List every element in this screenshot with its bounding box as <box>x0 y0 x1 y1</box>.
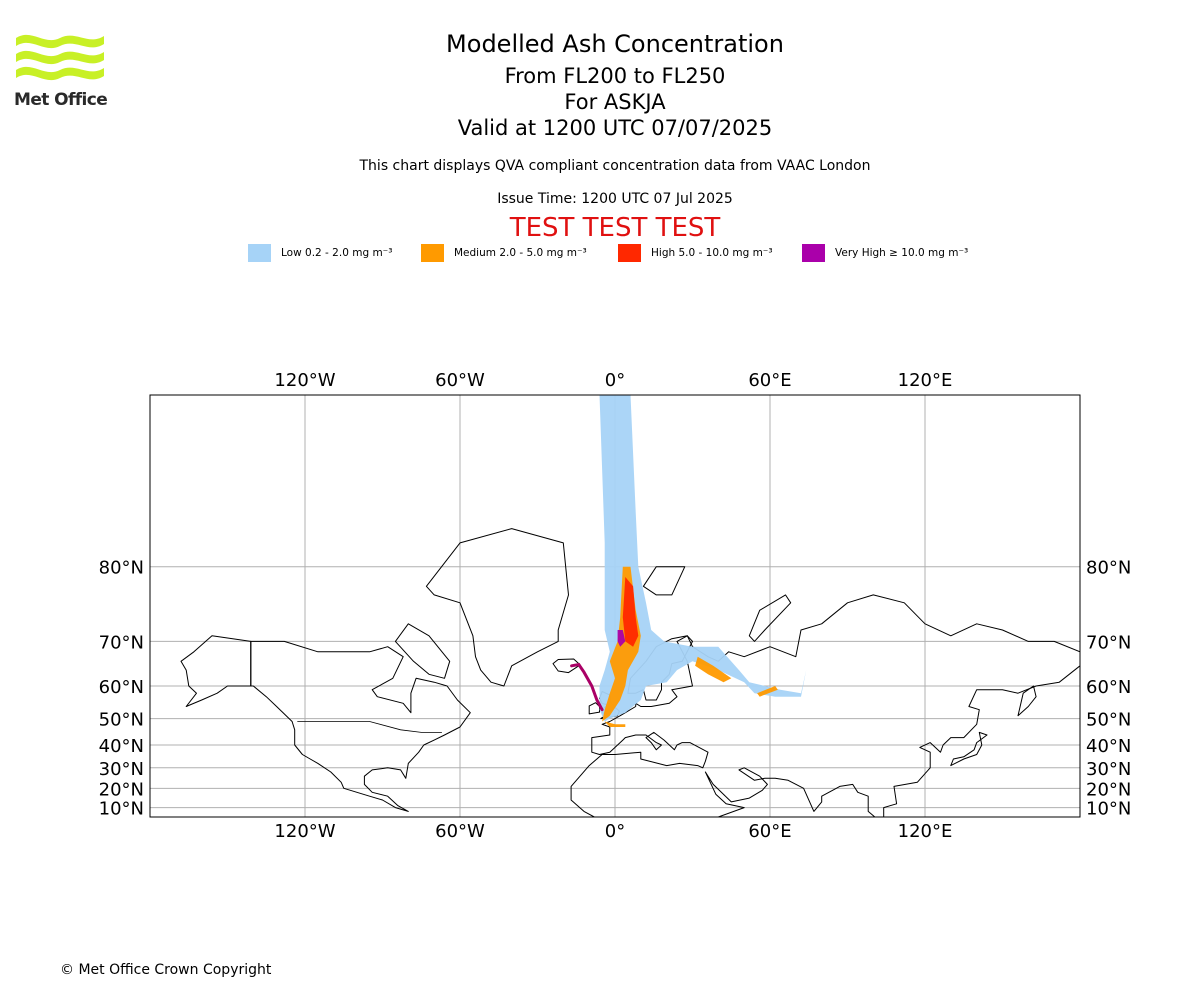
lat-label-right-7: 80°N <box>1086 558 1131 579</box>
coastline-10 <box>748 594 792 642</box>
legend-item-low: Low 0.2 - 2.0 mg m⁻³ <box>248 244 392 262</box>
coastline-6 <box>588 702 600 715</box>
lat-label-right-3: 40°N <box>1086 736 1131 757</box>
lat-label-right-6: 70°N <box>1086 632 1131 653</box>
legend-swatch-high <box>618 244 641 262</box>
issue-time: Issue Time: 1200 UTC 07 Jul 2025 <box>497 191 733 207</box>
lat-label-left-3: 40°N <box>99 736 144 757</box>
chart-title: Modelled Ash Concentration <box>446 30 784 58</box>
met-office-wave-icon <box>16 34 104 81</box>
legend: Low 0.2 - 2.0 mg m⁻³ Medium 2.0 - 5.0 mg… <box>0 244 1200 264</box>
lat-label-left-2: 30°N <box>99 759 144 780</box>
ash-region-low-0 <box>599 395 807 722</box>
coastline-11 <box>642 566 686 596</box>
test-banner: TEST TEST TEST <box>509 213 721 243</box>
legend-item-very-high: Very High ≥ 10.0 mg m⁻³ <box>802 244 968 262</box>
coastline-2 <box>425 528 569 687</box>
lon-label-top-2: 0° <box>605 370 625 391</box>
ash-region-medium-3 <box>757 686 778 697</box>
lon-label-top-0: 120°W <box>274 370 335 391</box>
lat-label-right-0: 10°N <box>1086 799 1131 820</box>
legend-label-high: High 5.0 - 10.0 mg m⁻³ <box>651 247 773 259</box>
ash-plume <box>570 395 807 727</box>
coastline-9 <box>1017 685 1037 717</box>
legend-label-medium: Medium 2.0 - 5.0 mg m⁻³ <box>454 247 587 259</box>
legend-label-low: Low 0.2 - 2.0 mg m⁻³ <box>281 247 393 259</box>
eruption-plume-line <box>570 662 604 712</box>
lat-label-left-5: 60°N <box>99 677 144 698</box>
lat-label-left-6: 70°N <box>99 632 144 653</box>
met-office-logo: Met Office <box>14 30 109 112</box>
lat-label-right-1: 20°N <box>1086 779 1131 800</box>
lon-label-bottom-2: 0° <box>605 821 625 840</box>
ash-region-high-5 <box>622 577 639 647</box>
copyright-notice: © Met Office Crown Copyright <box>60 962 272 978</box>
coastline-12 <box>950 731 988 767</box>
map-frame <box>149 394 1081 818</box>
lon-label-bottom-3: 60°E <box>748 821 791 840</box>
legend-item-high: High 5.0 - 10.0 mg m⁻³ <box>618 244 773 262</box>
border-1 <box>297 721 442 733</box>
ash-region-very-high-6 <box>617 630 626 647</box>
lon-label-top-4: 120°E <box>898 370 953 391</box>
ash-concentration-map: 120°W 120°W 60°W 60°W 0° 0° 60°E 60°E 120°E 120°E… <box>99 370 1132 842</box>
valid-time: Valid at 1200 UTC 07/07/2025 <box>457 116 773 140</box>
lon-label-top-3: 60°E <box>748 370 791 391</box>
legend-item-medium: Medium 2.0 - 5.0 mg m⁻³ <box>421 244 587 262</box>
lat-label-left-7: 80°N <box>99 558 144 579</box>
lat-label-left-1: 20°N <box>99 779 144 800</box>
legend-label-very-high: Very High ≥ 10.0 mg m⁻³ <box>835 247 969 259</box>
lon-label-top-1: 60°W <box>435 370 485 391</box>
lon-label-bottom-4: 120°E <box>898 821 953 840</box>
coastline-0 <box>180 635 252 707</box>
lat-label-right-4: 50°N <box>1086 710 1131 731</box>
lat-label-right-5: 60°N <box>1086 677 1131 698</box>
map-container: 120°W 120°W 60°W 60°W 0° 0° 60°E 60°E 120°E 120°E… <box>0 360 1200 842</box>
met-office-logo-text: Met Office <box>14 90 108 110</box>
lon-label-bottom-1: 60°W <box>435 821 485 840</box>
chart-subtitle: This chart displays QVA compliant concen… <box>359 158 871 174</box>
lat-label-left-0: 10°N <box>99 799 144 820</box>
ash-region-medium-2 <box>695 656 732 683</box>
legend-swatch-low <box>248 244 271 262</box>
legend-swatch-very-high <box>802 244 825 262</box>
axis-labels: 120°W 120°W 60°W 60°W 0° 0° 60°E 60°E 120°E 120°E… <box>99 370 1132 842</box>
lat-label-left-4: 50°N <box>99 710 144 731</box>
flight-level-range: From FL200 to FL250 <box>504 64 726 88</box>
volcano-name: For ASKJA <box>564 90 666 114</box>
coastline-4 <box>394 623 451 679</box>
ash-region-medium-4 <box>604 721 626 727</box>
legend-swatch-medium <box>421 244 444 262</box>
lat-label-right-2: 30°N <box>1086 759 1131 780</box>
lon-label-bottom-0: 120°W <box>274 821 335 840</box>
coastline-1 <box>250 640 471 812</box>
